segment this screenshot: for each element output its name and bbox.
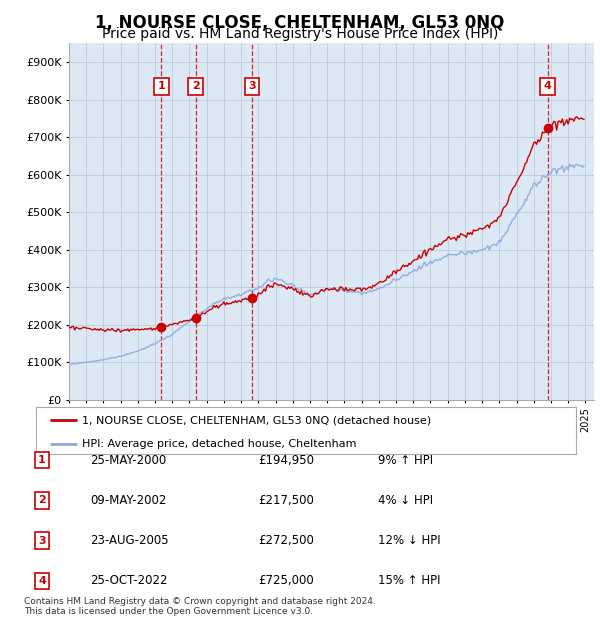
Text: 9% ↑ HPI: 9% ↑ HPI bbox=[378, 454, 433, 466]
Text: 4: 4 bbox=[544, 81, 551, 91]
Text: Price paid vs. HM Land Registry's House Price Index (HPI): Price paid vs. HM Land Registry's House … bbox=[102, 27, 498, 41]
Text: 09-MAY-2002: 09-MAY-2002 bbox=[90, 494, 166, 507]
Text: 4% ↓ HPI: 4% ↓ HPI bbox=[378, 494, 433, 507]
Text: 2: 2 bbox=[191, 81, 199, 91]
Text: 2: 2 bbox=[38, 495, 46, 505]
Text: £272,500: £272,500 bbox=[258, 534, 314, 547]
Text: HPI: Average price, detached house, Cheltenham: HPI: Average price, detached house, Chel… bbox=[82, 438, 356, 449]
Text: 3: 3 bbox=[248, 81, 256, 91]
Text: 1: 1 bbox=[158, 81, 166, 91]
Text: 3: 3 bbox=[38, 536, 46, 546]
Text: 23-AUG-2005: 23-AUG-2005 bbox=[90, 534, 169, 547]
Text: 15% ↑ HPI: 15% ↑ HPI bbox=[378, 575, 440, 587]
Text: Contains HM Land Registry data © Crown copyright and database right 2024.: Contains HM Land Registry data © Crown c… bbox=[24, 597, 376, 606]
Text: This data is licensed under the Open Government Licence v3.0.: This data is licensed under the Open Gov… bbox=[24, 607, 313, 616]
Text: 1, NOURSE CLOSE, CHELTENHAM, GL53 0NQ (detached house): 1, NOURSE CLOSE, CHELTENHAM, GL53 0NQ (d… bbox=[82, 415, 431, 425]
Text: 1, NOURSE CLOSE, CHELTENHAM, GL53 0NQ: 1, NOURSE CLOSE, CHELTENHAM, GL53 0NQ bbox=[95, 14, 505, 32]
Text: 12% ↓ HPI: 12% ↓ HPI bbox=[378, 534, 440, 547]
Text: £194,950: £194,950 bbox=[258, 454, 314, 466]
Text: 25-MAY-2000: 25-MAY-2000 bbox=[90, 454, 166, 466]
Text: £725,000: £725,000 bbox=[258, 575, 314, 587]
Text: 25-OCT-2022: 25-OCT-2022 bbox=[90, 575, 167, 587]
Text: £217,500: £217,500 bbox=[258, 494, 314, 507]
Text: 4: 4 bbox=[38, 576, 46, 586]
Text: 1: 1 bbox=[38, 455, 46, 465]
